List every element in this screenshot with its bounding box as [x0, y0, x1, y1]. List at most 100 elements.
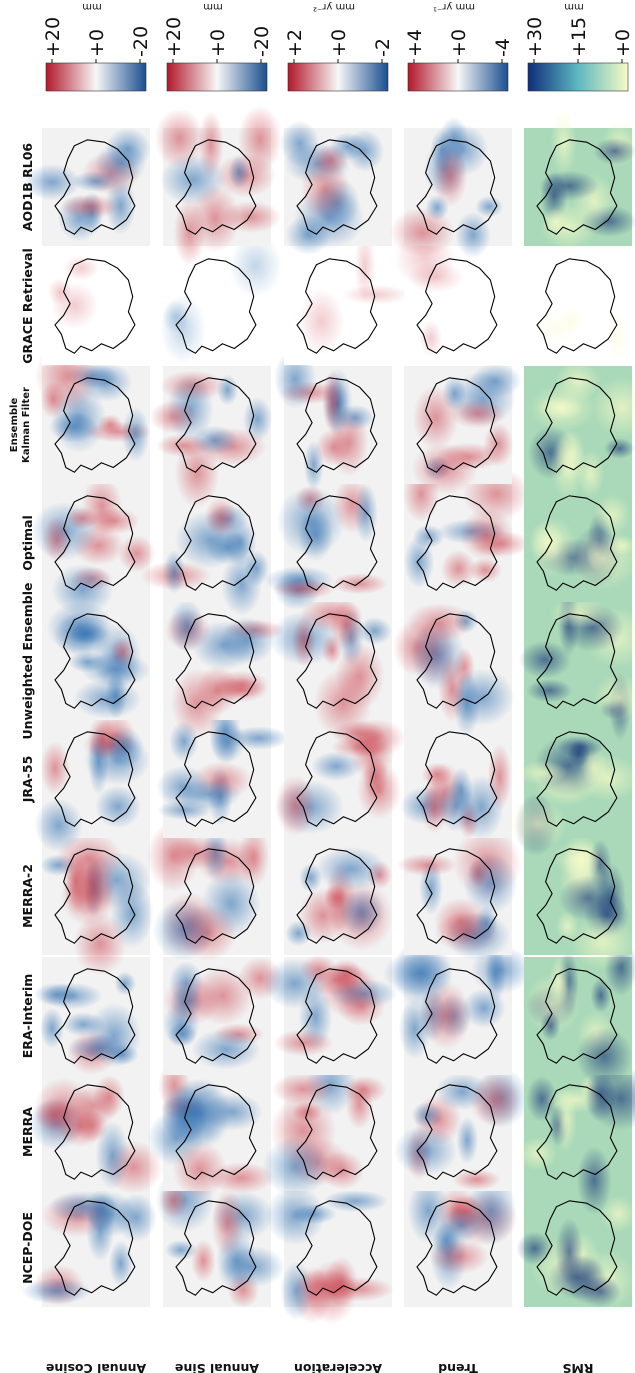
map-panel [42, 601, 151, 720]
map-panel [524, 831, 635, 970]
antarctica-outline [536, 139, 618, 235]
map-panel [524, 360, 635, 501]
field-blob [40, 741, 70, 796]
field-blob [87, 715, 117, 761]
map-panel [396, 827, 522, 961]
field-blob [190, 1239, 216, 1283]
map-panel [163, 599, 285, 739]
map-panel [265, 1186, 394, 1325]
colorbar-tick-label: +0 [207, 29, 229, 57]
field-blob [341, 284, 411, 305]
antarctica-outline [54, 731, 136, 827]
field-blob [216, 1229, 257, 1293]
field-blob [526, 1075, 558, 1123]
map-panel [404, 363, 522, 495]
field-blob [121, 406, 150, 463]
colorbar-tick-label: +15 [568, 17, 590, 57]
antarctica-outline [175, 258, 257, 354]
antarctica-outline [54, 495, 136, 591]
field-blob [518, 640, 572, 679]
row-label: Acceleration [294, 1361, 382, 1373]
field-blob [41, 982, 103, 1010]
field-blob [218, 616, 276, 665]
field-blob [285, 920, 312, 947]
field-blob [191, 966, 254, 1026]
field-blob [65, 506, 99, 530]
field-blob [173, 198, 206, 267]
antarctica-outline [296, 377, 378, 473]
field-blob [516, 1231, 553, 1266]
field-blob [421, 762, 453, 787]
field-blob [152, 898, 215, 961]
field-blob [262, 1137, 330, 1197]
antarctica-outline [296, 495, 378, 591]
colorbar-tick-label: +20 [42, 17, 64, 57]
field-blob [412, 385, 459, 451]
field-blob [466, 1175, 517, 1246]
field-blob [160, 294, 207, 364]
field-blob [39, 1007, 65, 1049]
field-blob [271, 1072, 335, 1106]
field-blob [452, 1169, 501, 1191]
map-panel [518, 588, 635, 741]
map-panel [524, 939, 635, 1086]
field-blob [554, 1087, 578, 1154]
field-blob [593, 673, 635, 722]
field-blob [108, 1240, 133, 1287]
field-blob [300, 158, 350, 221]
map-panel [34, 712, 151, 853]
field-blob [149, 400, 198, 434]
row-labels: Annual Cosine Annual Sine Acceleration Tren… [46, 1361, 594, 1373]
map-panel [21, 1188, 158, 1307]
antarctica-outline [416, 377, 498, 473]
colorbar-tick-label: +0 [448, 29, 470, 57]
field-blob [158, 1183, 189, 1219]
colorbars: -20 +0 +20 mm -20 +0 +20 mm -2 +0 +2 mm yr⁻² -4 +0 +4 m… [42, 1, 634, 92]
field-blob [484, 944, 507, 1003]
field-blob [298, 288, 345, 355]
antarctica-outline [175, 377, 257, 473]
colorbar-unit: mm [82, 1, 101, 12]
field-blob [440, 549, 477, 588]
field-blob [115, 1193, 158, 1242]
antarctica-outline [54, 258, 136, 354]
field-blob [46, 601, 115, 654]
colorbar-tick-label: +20 [163, 17, 185, 57]
field-blob [549, 597, 611, 629]
field-blob [154, 108, 205, 169]
antarctica-outline [416, 613, 498, 709]
antarctica-outline [296, 613, 378, 709]
field-blob [114, 971, 137, 996]
field-blob [336, 404, 375, 431]
field-blob [40, 381, 67, 419]
antarctica-outline [536, 968, 618, 1064]
field-blob [204, 497, 238, 537]
field-blob [438, 116, 469, 163]
field-blob [42, 516, 71, 562]
antarctica-outline [296, 731, 378, 827]
map-panel [274, 348, 392, 491]
row-label: RMS [562, 1361, 593, 1373]
antarctica-outline [54, 613, 136, 709]
field-blob [517, 760, 568, 786]
field-blob [34, 798, 84, 853]
field-blob [237, 105, 282, 174]
map-panel [284, 837, 394, 955]
colorbar-unit: mm yr⁻² [313, 1, 355, 12]
antarctica-outline [175, 1200, 257, 1296]
colorbar-1 [166, 62, 268, 92]
map-panel [392, 602, 515, 737]
column-label: NCEP-DOE [20, 1212, 35, 1284]
field-blob [164, 1239, 198, 1261]
antarctica-outline [296, 848, 378, 944]
map-panel [524, 484, 635, 602]
field-blob [411, 443, 478, 495]
colorbar-tick-label: -20 [251, 26, 273, 57]
field-blob [105, 127, 152, 170]
colorbar-tick-label: +0 [612, 29, 634, 57]
field-blob [67, 1034, 132, 1063]
antarctica-outline [416, 968, 498, 1064]
antarctica-outline [416, 1084, 498, 1180]
field-blob [322, 1189, 389, 1213]
field-blob [406, 602, 473, 643]
